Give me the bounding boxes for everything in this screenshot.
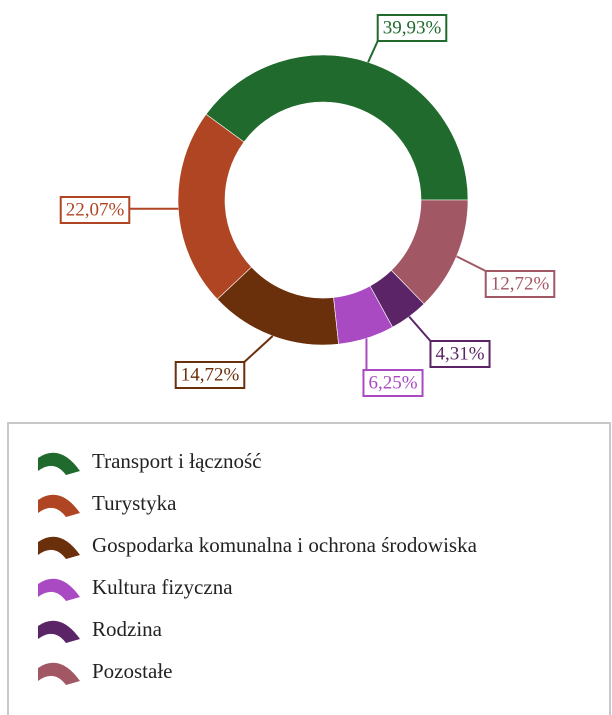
legend-swatch bbox=[38, 662, 80, 685]
legend-swatch bbox=[38, 620, 80, 643]
leader-line bbox=[243, 335, 274, 363]
value-label-box bbox=[376, 14, 448, 42]
value-label-box bbox=[484, 270, 556, 298]
legend-label: Pozostałe bbox=[92, 659, 172, 683]
value-label-box bbox=[174, 361, 246, 389]
legend-label: Rodzina bbox=[92, 617, 163, 641]
legend-swatch bbox=[38, 452, 80, 475]
value-label: 6,25% bbox=[368, 372, 417, 393]
value-label-box bbox=[362, 369, 424, 397]
donut-slice bbox=[205, 54, 469, 201]
value-label: 39,93% bbox=[383, 17, 442, 38]
legend-label: Kultura fizyczna bbox=[92, 575, 233, 599]
value-label-box bbox=[59, 196, 131, 224]
legend-swatch bbox=[38, 578, 80, 601]
value-label-box bbox=[429, 340, 491, 368]
legend-label: Transport i łączność bbox=[92, 449, 262, 473]
legend-swatch bbox=[38, 536, 80, 559]
value-label: 14,72% bbox=[181, 364, 240, 385]
leader-line bbox=[456, 255, 487, 272]
value-label: 22,07% bbox=[66, 199, 125, 220]
leader-line bbox=[408, 315, 432, 342]
donut-slice bbox=[390, 199, 469, 305]
legend-label: Turystyka bbox=[92, 491, 177, 515]
legend-swatch bbox=[38, 494, 80, 517]
leader-line bbox=[367, 40, 379, 63]
legend-label: Gospodarka komunalna i ochrona środowisk… bbox=[92, 533, 478, 557]
value-label: 4,31% bbox=[435, 343, 484, 364]
donut-slice bbox=[177, 113, 252, 300]
legend-box bbox=[7, 422, 611, 715]
value-label: 12,72% bbox=[491, 273, 550, 294]
